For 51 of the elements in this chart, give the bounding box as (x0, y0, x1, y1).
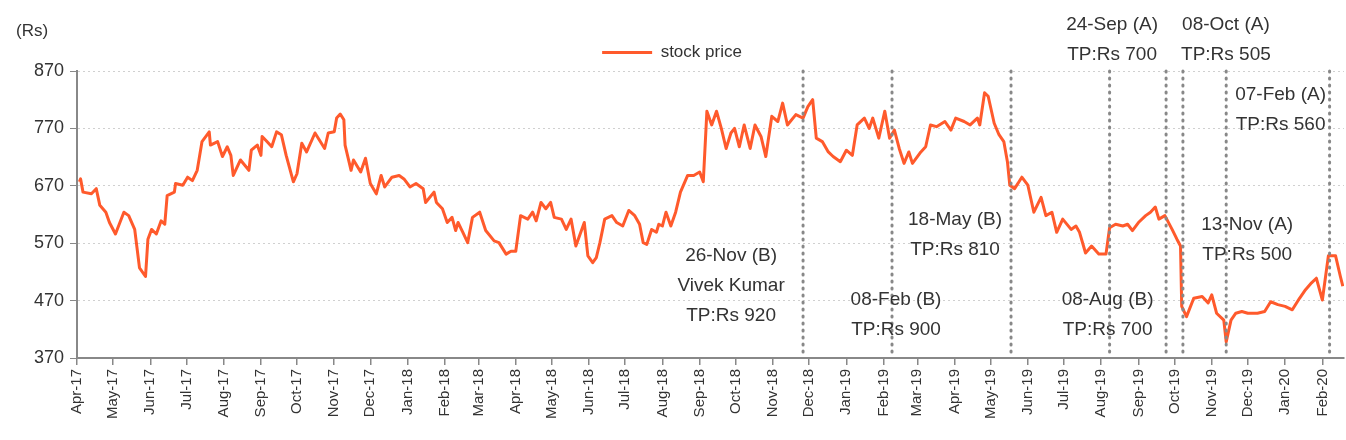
x-tick-label: Jun-17 (140, 369, 158, 415)
y-tick-label: 770 (33, 117, 64, 138)
y-axis-title: (Rs) (16, 20, 49, 40)
x-tick-label: Mar-18 (468, 369, 486, 417)
x-tick-label: Sep-19 (1128, 369, 1146, 418)
ref-line-label: 07-Feb (A) TP:Rs 560 (1235, 83, 1326, 135)
ref-line-label: 08-Oct (A) TP:Rs 505 (1181, 13, 1271, 65)
ref-line-label: 26-Nov (B) Vivek Kumar TP:Rs 920 (677, 244, 786, 326)
x-tick-label: Feb-19 (873, 369, 891, 417)
y-tick-label: 470 (33, 289, 64, 310)
x-tick-label: Oct-19 (1164, 369, 1182, 415)
x-tick-label: Apr-17 (67, 369, 85, 415)
x-tick-label: May-19 (980, 369, 998, 420)
y-tick-label: 370 (33, 346, 64, 367)
x-tick-label: May-18 (541, 369, 559, 420)
ref-line-label: 18-May (B) TP:Rs 810 (908, 208, 1003, 260)
y-tick-label: 670 (33, 174, 64, 195)
x-tick-label: Jun-19 (1017, 369, 1035, 415)
x-tick-label: Feb-18 (434, 369, 452, 417)
legend-label: stock price (660, 42, 742, 62)
x-tick-label: Sep-17 (251, 369, 269, 418)
x-tick-label: Nov-19 (1201, 369, 1219, 418)
x-tick-label: Dec-18 (799, 369, 817, 418)
x-tick-label: Dec-17 (360, 369, 378, 418)
ref-line-label: 24-Sep (A) TP:Rs 700 (1066, 13, 1159, 65)
x-tick-label: Jul-19 (1054, 369, 1072, 410)
x-tick-label: Dec-19 (1237, 369, 1255, 418)
y-tick-label: 570 (33, 232, 64, 253)
x-tick-label: Sep-18 (689, 369, 707, 418)
x-tick-label: Jan-19 (836, 369, 854, 415)
x-tick-label: Aug-17 (213, 369, 231, 418)
x-tick-label: Jan-18 (397, 369, 415, 415)
x-tick-label: Aug-19 (1091, 369, 1109, 418)
x-tick-label: Apr-18 (505, 369, 523, 415)
x-tick-label: Nov-18 (763, 369, 781, 418)
x-tick-label: May-17 (103, 369, 121, 420)
x-tick-label: Mar-19 (907, 369, 925, 417)
x-tick-label: Feb-20 (1312, 369, 1330, 417)
x-tick-label: Nov-17 (324, 369, 342, 418)
ref-line-label: 13-Nov (A) TP:Rs 500 (1201, 213, 1294, 265)
x-tick-label: Oct-18 (725, 369, 743, 415)
x-tick-label: Oct-17 (287, 369, 305, 415)
x-tick-label: Apr-19 (944, 369, 962, 415)
y-tick-label: 870 (33, 59, 64, 80)
x-tick-label: Aug-18 (652, 369, 670, 418)
ref-line-label: 08-Feb (B) TP:Rs 900 (850, 288, 942, 340)
x-tick-label: Jul-17 (176, 369, 194, 410)
ref-line-label: 08-Aug (B) TP:Rs 700 (1061, 288, 1154, 340)
x-tick-label: Jul-18 (615, 369, 633, 410)
x-tick-label: Jun-18 (579, 369, 597, 415)
x-tick-label: Jan-20 (1275, 369, 1293, 415)
